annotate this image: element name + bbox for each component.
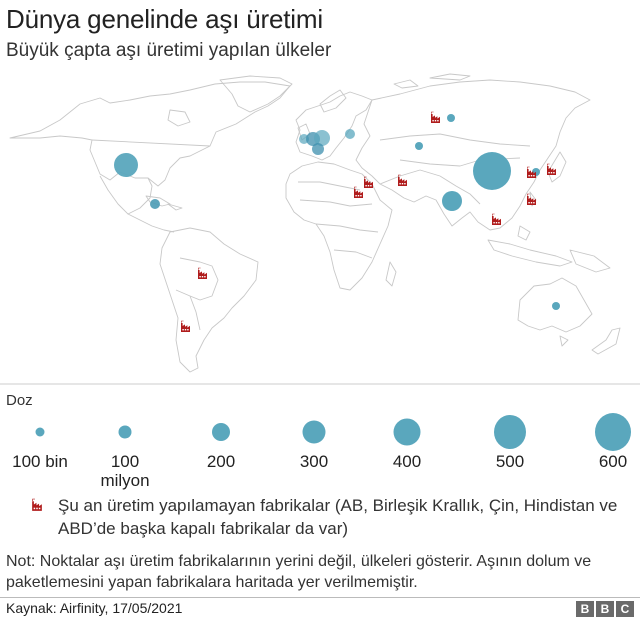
- bubble-germany[interactable]: [314, 130, 330, 146]
- factory-icon-thailand[interactable]: [491, 213, 502, 226]
- bubble-usa[interactable]: [114, 153, 138, 177]
- logo-letter: B: [576, 601, 594, 617]
- legend-dot-icon: [118, 425, 132, 439]
- world-map: [9, 73, 621, 373]
- legend-dot-icon: [302, 420, 326, 444]
- legend-title: Doz: [6, 392, 33, 409]
- legend-dot-icon: [35, 427, 45, 437]
- bubble-cuba[interactable]: [150, 199, 160, 209]
- legend-label: 500: [495, 452, 525, 471]
- legend-dot-icon: [494, 415, 526, 449]
- bubble-france-switzerland[interactable]: [312, 143, 324, 155]
- bbc-logo: B B C: [576, 601, 634, 617]
- legend-dot-icon: [393, 418, 421, 446]
- production-bubbles: [114, 114, 560, 310]
- bubble-russia-siberia[interactable]: [447, 114, 455, 122]
- factory-icon-russia[interactable]: [430, 111, 441, 124]
- factory-icon-argentina[interactable]: [180, 320, 191, 333]
- factory-icon-taiwan[interactable]: [526, 193, 537, 206]
- legend-label: 200: [206, 452, 236, 471]
- logo-letter: C: [616, 601, 634, 617]
- legend-label: 100 milyon: [100, 452, 150, 490]
- bubble-india[interactable]: [442, 191, 462, 211]
- bubble-kazakhstan[interactable]: [415, 142, 423, 150]
- legend-label: 600: [598, 452, 628, 471]
- source-credit: Kaynak: Airfinity, 17/05/2021: [6, 600, 183, 616]
- legend-dot-icon: [595, 413, 631, 451]
- footnote: Not: Noktalar aşı üretim fabrikalarının …: [6, 553, 592, 591]
- land-outlines: [9, 73, 621, 373]
- factory-legend-text: Şu an üretim yapılamayan fabrikalar (AB,…: [58, 496, 618, 538]
- footer-separator: [0, 597, 640, 598]
- factory-icon: [31, 498, 43, 512]
- legend-label: 300: [299, 452, 329, 471]
- logo-letter: B: [596, 601, 614, 617]
- factory-icon-brazil[interactable]: [197, 267, 208, 280]
- chart-title: Dünya genelinde aşı üretimi: [6, 4, 323, 34]
- legend-separator: [0, 383, 640, 385]
- bubble-australia[interactable]: [552, 302, 560, 310]
- factory-icon-egypt-north[interactable]: [363, 176, 374, 189]
- chart-subtitle: Büyük çapta aşı üretimi yapılan ülkeler: [6, 40, 332, 61]
- legend-dot-icon: [212, 423, 230, 441]
- legend-label: 400: [392, 452, 422, 471]
- closed-factories: [180, 111, 557, 333]
- legend-label: 100 bin: [12, 452, 68, 471]
- factory-legend: Şu an üretim yapılamayan fabrikalar (AB,…: [30, 494, 630, 540]
- bubble-russia-west[interactable]: [345, 129, 355, 139]
- bubble-china[interactable]: [473, 152, 511, 190]
